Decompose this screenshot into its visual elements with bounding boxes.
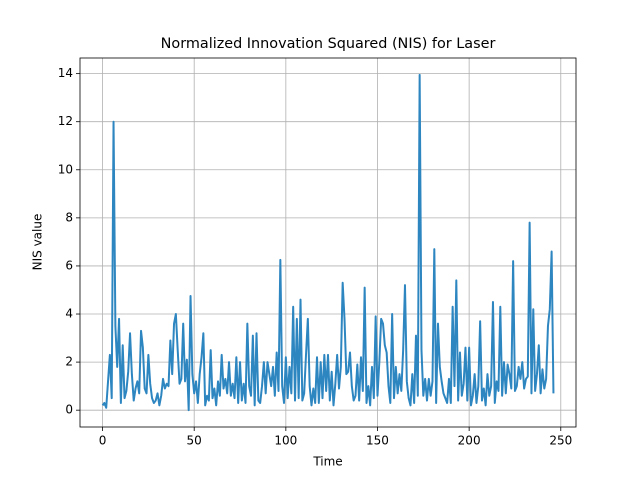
y-tick-label: 8	[65, 210, 73, 224]
y-tick-label: 2	[65, 355, 73, 369]
plot	[101, 73, 555, 412]
y-tick-label: 4	[65, 307, 73, 321]
y-tick-label: 12	[58, 114, 73, 128]
x-axis-label: Time	[312, 455, 342, 469]
chart-title: Normalized Innovation Squared (NIS) for …	[161, 36, 496, 52]
y-axis-label: NIS value	[31, 214, 45, 271]
x-tick-label: 100	[274, 434, 297, 448]
y-tick-label: 14	[58, 66, 73, 80]
axes-frame	[79, 57, 577, 428]
grid	[80, 58, 576, 427]
x-tick-label: 50	[187, 434, 202, 448]
x-tick-label: 0	[99, 434, 107, 448]
y-tick-label: 6	[65, 258, 73, 272]
y-tick-label: 10	[58, 162, 73, 176]
x-tick-label: 150	[366, 434, 389, 448]
x-tick-label: 200	[458, 434, 481, 448]
data-line	[101, 73, 555, 412]
x-tick-label: 250	[549, 434, 572, 448]
y-tick-label: 0	[65, 403, 73, 417]
